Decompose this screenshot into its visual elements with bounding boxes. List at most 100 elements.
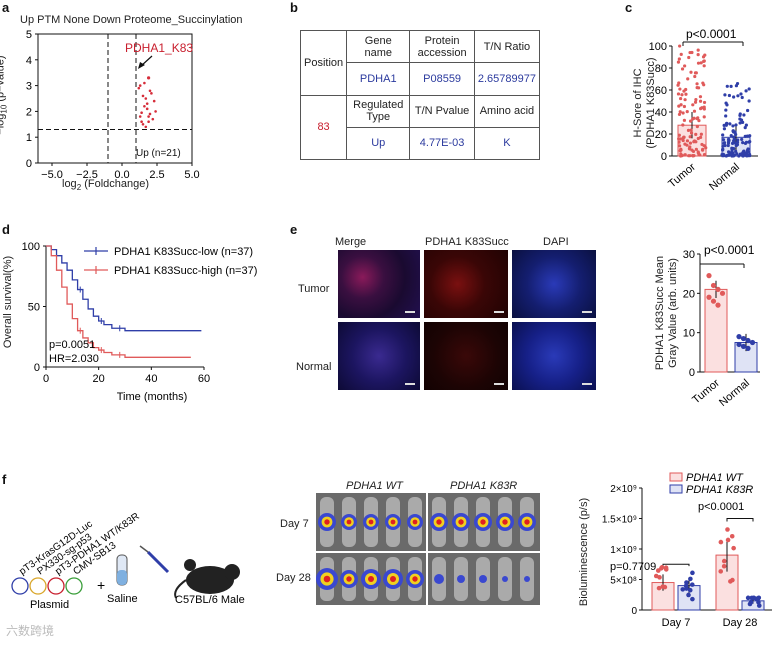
scale-bar — [494, 311, 504, 313]
data-point — [748, 599, 754, 605]
data-point — [749, 339, 756, 346]
cell-ratio-header: T/N Ratio — [473, 29, 541, 64]
data-point — [721, 138, 726, 142]
d-hr: HR=2.030 — [49, 353, 99, 365]
data-point — [678, 110, 682, 114]
data-point — [679, 153, 683, 157]
data-point — [724, 154, 729, 158]
workflow-diagram: pT3-KrasG12D-Luc PX330-sg-p53 pT3-PDHA1 … — [11, 511, 245, 610]
data-point — [154, 110, 157, 113]
scale-bar — [405, 383, 415, 385]
cell-gene: PDHA1 — [346, 62, 411, 96]
signal-spot — [323, 575, 331, 583]
data-point — [704, 146, 708, 150]
data-point — [751, 595, 757, 601]
y-tick-label: 50 — [28, 302, 40, 314]
data-point — [734, 84, 739, 88]
data-point — [739, 92, 743, 96]
volcano-ylabel: −log10 (p−value) — [0, 55, 9, 135]
data-point — [722, 127, 727, 131]
data-point — [688, 154, 692, 158]
data-point — [721, 147, 725, 151]
data-point — [145, 102, 149, 105]
data-point — [677, 57, 681, 61]
data-point — [656, 585, 662, 591]
data-point — [688, 147, 692, 151]
watermark: 六数跨境 — [6, 624, 55, 638]
data-point — [680, 587, 686, 592]
y-tick-label: 0 — [26, 158, 32, 170]
data-point — [710, 282, 717, 289]
data-point — [747, 99, 751, 103]
data-point — [680, 93, 684, 97]
data-point — [692, 109, 697, 113]
data-point — [687, 587, 693, 593]
data-point — [741, 151, 745, 155]
data-point — [696, 86, 701, 90]
data-point — [686, 77, 690, 81]
data-point — [683, 153, 687, 157]
data-point — [677, 144, 682, 148]
data-point — [741, 141, 745, 145]
x-tick-label: Normal — [707, 161, 742, 193]
signal-spot — [524, 519, 530, 525]
data-point — [694, 147, 698, 151]
data-point — [706, 273, 712, 279]
signal-spot — [390, 576, 396, 582]
p-day28: p<0.0001 — [698, 501, 744, 513]
data-point — [696, 61, 701, 65]
data-point — [738, 113, 742, 118]
data-point — [686, 128, 691, 132]
d-xlabel: Time (months) — [117, 391, 188, 403]
data-point — [732, 95, 736, 99]
survival-chart: 0 50 100 0 20 40 60 PDHA1 K83Succ-low (n=37) P… — [22, 241, 258, 403]
e-col-k83succ: PDHA1 K83Succ — [425, 236, 509, 248]
img-normal-k83succ — [424, 322, 508, 390]
data-point — [679, 52, 683, 57]
data-point — [144, 97, 148, 100]
data-point — [692, 154, 696, 158]
data-point — [745, 337, 751, 344]
signal-spot — [502, 519, 508, 525]
data-point — [688, 135, 692, 139]
data-point — [715, 302, 721, 308]
img-tumor-merge — [338, 250, 420, 318]
data-point — [698, 95, 703, 99]
f-row-day28: Day 28 — [276, 572, 311, 584]
y-tick-label: 5×10⁸ — [610, 576, 637, 587]
data-point — [677, 133, 681, 137]
data-point — [730, 150, 734, 154]
x-tick-label: −5.0 — [41, 169, 63, 181]
data-point — [683, 142, 687, 146]
data-point — [684, 92, 688, 96]
panel-label-d: d — [2, 222, 10, 237]
signal-spot — [346, 519, 352, 525]
data-point — [681, 111, 685, 115]
y-tick-label: 60 — [655, 85, 667, 97]
y-tick-label: 30 — [683, 249, 695, 261]
up-legend: Up (n=21) — [136, 148, 181, 159]
x-tick-label: Tumor — [690, 377, 722, 407]
y-tick-label: 2 — [26, 106, 32, 118]
data-point — [735, 140, 740, 144]
data-point — [736, 341, 742, 348]
data-point — [710, 298, 717, 304]
data-point — [684, 586, 689, 591]
f-col-k83r: PDHA1 K83R — [450, 480, 518, 492]
data-point — [741, 154, 745, 158]
data-point — [695, 82, 699, 86]
data-point — [148, 89, 152, 93]
data-point — [694, 132, 698, 136]
data-point — [692, 139, 697, 143]
data-point — [748, 139, 752, 144]
data-point — [676, 92, 681, 96]
data-point — [147, 115, 150, 118]
data-point — [745, 153, 749, 157]
data-point — [143, 104, 146, 108]
data-point — [693, 74, 697, 79]
signal-spot — [390, 519, 396, 525]
data-point — [725, 527, 730, 532]
data-point — [689, 582, 695, 587]
plasmid-circle — [11, 577, 29, 595]
data-point — [743, 126, 747, 130]
